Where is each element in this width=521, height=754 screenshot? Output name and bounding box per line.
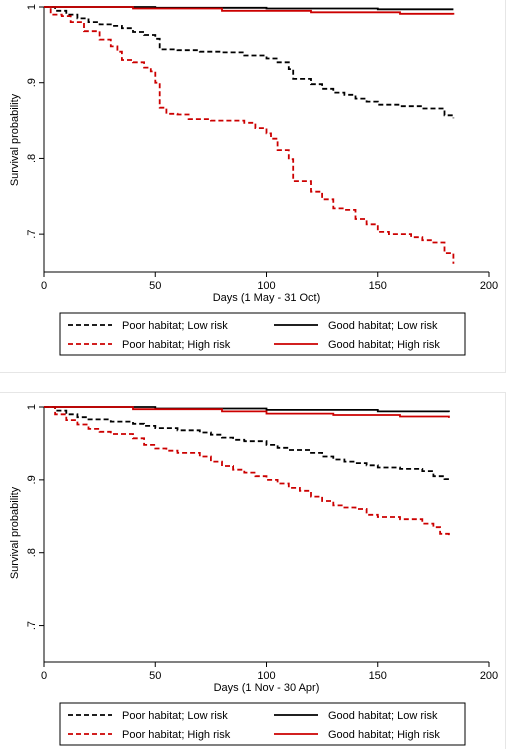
x-tick-label: 0 <box>41 670 47 682</box>
chart-panel-winter: 0 50 100 150 200 .7 .8 .9 1 Days (1 Nov - 30 Apr)… <box>0 392 506 749</box>
series-line-4 <box>44 406 450 418</box>
legend-label: Good habitat; Low risk <box>328 710 438 722</box>
series-line-2 <box>44 6 455 264</box>
legend-label: Poor habitat; High risk <box>122 339 231 351</box>
legend-label: Good habitat; Low risk <box>328 320 438 332</box>
x-tick-label: 100 <box>257 670 275 682</box>
series-line-2 <box>44 406 450 539</box>
y-tick-label: .7 <box>26 621 38 630</box>
x-axis-title: Days (1 Nov - 30 Apr) <box>214 682 320 694</box>
y-tick-label: 1 <box>26 404 38 410</box>
x-tick-label: 200 <box>480 670 498 682</box>
y-tick-label: .9 <box>26 78 38 87</box>
x-tick-label: 0 <box>41 280 47 292</box>
series-line-4 <box>44 6 455 15</box>
y-axis-title: Survival probability <box>9 486 21 579</box>
legend-label: Good habitat; High risk <box>328 339 440 351</box>
series-line-3 <box>44 6 454 11</box>
x-tick-label: 50 <box>149 670 161 682</box>
x-axis-title: Days (1 May - 31 Oct) <box>213 292 321 304</box>
series-line-1 <box>44 406 450 480</box>
survival-chart-summer: 0 50 100 150 200 .7 .8 .9 1 Days (1 May - 31 Oct)… <box>9 4 498 356</box>
legend-box <box>59 702 466 746</box>
y-tick-label: .8 <box>26 548 38 557</box>
legend-label: Poor habitat; Low risk <box>122 320 228 332</box>
survival-chart-winter: 0 50 100 150 200 .7 .8 .9 1 Days (1 Nov - 30 Apr)… <box>9 404 498 746</box>
y-tick-label: .7 <box>26 230 38 239</box>
y-tick-label: .9 <box>26 475 38 484</box>
x-tick-label: 150 <box>369 670 387 682</box>
y-tick-label: 1 <box>26 4 38 10</box>
y-tick-label: .8 <box>26 154 38 163</box>
legend-label: Poor habitat; High risk <box>122 729 231 741</box>
y-axis-title: Survival probability <box>9 93 21 186</box>
x-tick-label: 100 <box>257 280 275 292</box>
legend-label: Poor habitat; Low risk <box>122 710 228 722</box>
x-tick-label: 50 <box>149 280 161 292</box>
chart-panel-summer: 0 50 100 150 200 .7 .8 .9 1 Days (1 May - 31 Oct)… <box>0 0 506 373</box>
legend-box <box>59 312 466 356</box>
x-tick-label: 150 <box>369 280 387 292</box>
x-tick-label: 200 <box>480 280 498 292</box>
series-line-1 <box>44 6 455 119</box>
legend-label: Good habitat; High risk <box>328 729 440 741</box>
series-line-3 <box>44 406 450 413</box>
